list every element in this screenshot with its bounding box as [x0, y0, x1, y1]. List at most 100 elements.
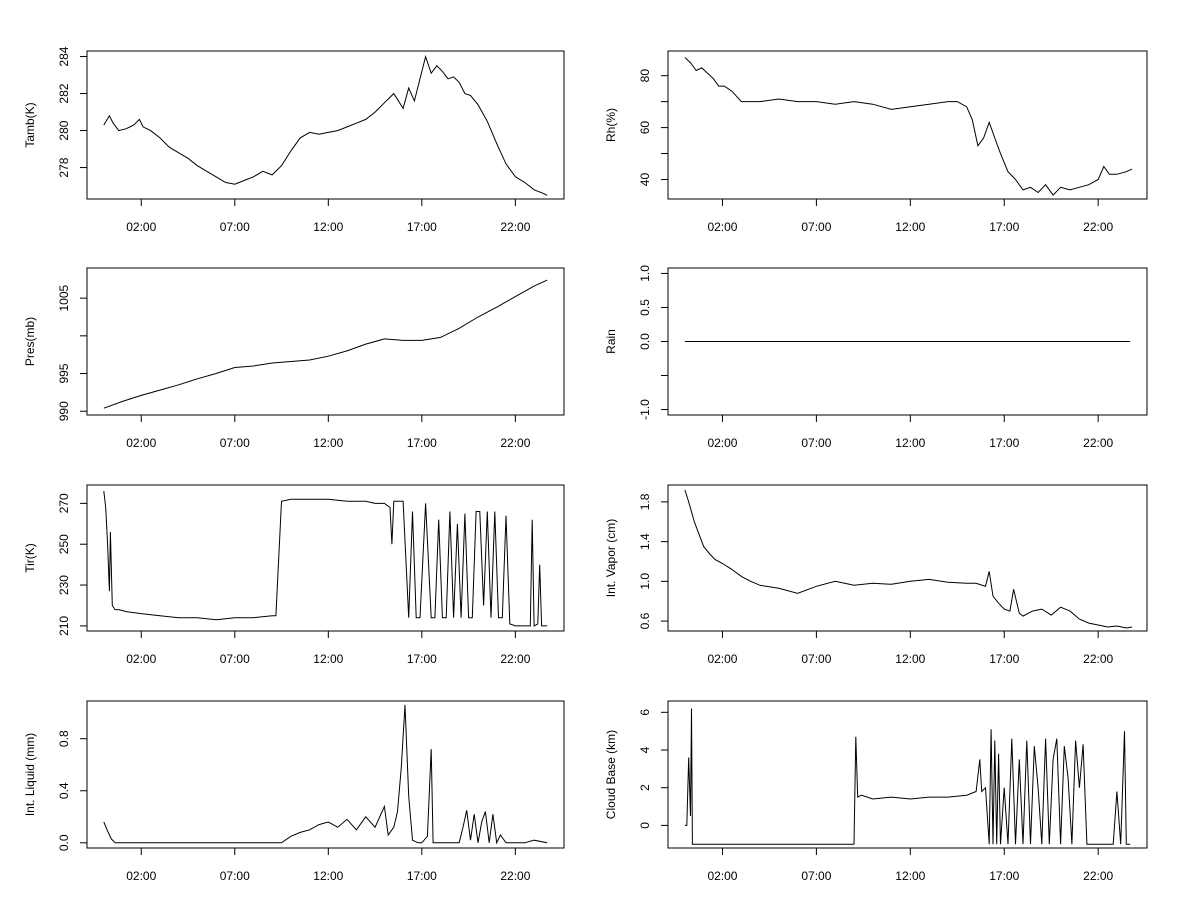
x-tick-label: 02:00	[126, 869, 156, 883]
series-line-vapor	[684, 489, 1133, 629]
x-tick-label: 07:00	[220, 220, 250, 234]
x-tick-label: 12:00	[895, 220, 925, 234]
x-tick-label: 12:00	[313, 869, 343, 883]
panel-tir: 02:00 07:00 12:00 17:00 22:00 210 230 250 270 Tir…	[23, 484, 565, 666]
x-tick-label: 22:00	[1083, 436, 1113, 450]
x-tick-label: 02:00	[126, 220, 156, 234]
y-tick-label: 40	[638, 173, 652, 187]
x-tick-label: 07:00	[801, 220, 831, 234]
panel-rh: 02:00 07:00 12:00 17:00 22:00 40 60 80 Rh(%)	[604, 50, 1148, 234]
y-tick-label: 0.5	[638, 299, 652, 316]
y-tick-label: 995	[57, 363, 71, 383]
x-tick-label: 02:00	[126, 652, 156, 666]
y-tick-label: 280	[57, 120, 71, 140]
x-tick-label: 17:00	[989, 436, 1019, 450]
y-tick-label: 0.4	[57, 782, 71, 799]
y-tick-label: 282	[57, 83, 71, 103]
plot-frame	[86, 700, 565, 849]
y-tick-label: 250	[57, 534, 71, 554]
x-tick-label: 22:00	[1083, 652, 1113, 666]
y-tick-label: 1.0	[638, 265, 652, 282]
y-axis-title: Cloud Base (km)	[604, 730, 618, 819]
y-tick-label: 210	[57, 616, 71, 636]
x-tick-label: 07:00	[801, 869, 831, 883]
y-axis-title: Pres(mb)	[23, 317, 37, 366]
x-tick-label: 12:00	[895, 436, 925, 450]
y-tick-label: 1.0	[638, 573, 652, 590]
x-tick-label: 17:00	[989, 652, 1019, 666]
y-tick-label: 0	[638, 822, 652, 829]
x-tick-label: 17:00	[407, 436, 437, 450]
x-tick-label: 12:00	[313, 652, 343, 666]
panel-vapor: 02:00 07:00 12:00 17:00 22:00 0.6 1.0 1.4 1.8 Int…	[604, 484, 1148, 666]
y-tick-label: 990	[57, 401, 71, 421]
y-tick-label: 0.0	[57, 834, 71, 851]
y-axis-title: Tir(K)	[23, 543, 37, 573]
y-tick-label: 284	[57, 46, 71, 66]
x-tick-label: 07:00	[801, 436, 831, 450]
panel-pres: 02:00 07:00 12:00 17:00 22:00 990 995 1005 Pres(…	[23, 267, 565, 450]
y-tick-label: 80	[638, 69, 652, 83]
y-axis-title: Rh(%)	[604, 108, 618, 142]
series-line-rh	[684, 57, 1133, 196]
plot-frame	[86, 50, 565, 200]
x-tick-label: 22:00	[500, 869, 530, 883]
x-tick-label: 07:00	[220, 869, 250, 883]
plot-frame	[86, 484, 565, 632]
x-tick-label: 02:00	[707, 436, 737, 450]
series-line-liquid	[103, 704, 548, 845]
x-tick-label: 02:00	[707, 220, 737, 234]
y-tick-label: 278	[57, 157, 71, 177]
x-tick-label: 17:00	[407, 869, 437, 883]
plot-frame	[667, 700, 1148, 849]
y-tick-label: 6	[638, 709, 652, 716]
panel-tamb: 02:00 07:00 12:00 17:00 22:00 278 280 282 284 Tam…	[23, 46, 565, 234]
x-tick-label: 17:00	[989, 220, 1019, 234]
panel-rain: 02:00 07:00 12:00 17:00 22:00 -1.0 0.0 0.5 1.0 Ra…	[604, 265, 1148, 450]
y-tick-label: 270	[57, 493, 71, 513]
x-tick-label: 12:00	[313, 220, 343, 234]
y-tick-label: 1.8	[638, 493, 652, 510]
x-tick-label: 02:00	[707, 869, 737, 883]
y-tick-label: 4	[638, 746, 652, 753]
y-axis-title: Rain	[604, 329, 618, 354]
panel-liquid: 02:00 07:00 12:00 17:00 22:00 0.0 0.4 0.8 Int. L…	[23, 700, 565, 883]
y-tick-label: 0.8	[57, 730, 71, 747]
x-tick-label: 17:00	[407, 652, 437, 666]
y-tick-label: 1.4	[638, 533, 652, 550]
x-tick-label: 12:00	[895, 652, 925, 666]
y-axis-title: Int. Liquid (mm)	[23, 733, 37, 816]
y-tick-label: 1005	[57, 284, 71, 311]
x-tick-label: 22:00	[1083, 869, 1113, 883]
series-line-tir	[103, 491, 548, 627]
x-tick-label: 02:00	[707, 652, 737, 666]
y-tick-label: -1.0	[638, 399, 652, 420]
y-tick-label: 2	[638, 784, 652, 791]
x-tick-label: 12:00	[895, 869, 925, 883]
x-tick-label: 07:00	[220, 436, 250, 450]
x-tick-label: 07:00	[801, 652, 831, 666]
x-tick-label: 12:00	[313, 436, 343, 450]
plot-frame	[667, 484, 1148, 632]
x-tick-label: 07:00	[220, 652, 250, 666]
series-line-cloudbase	[684, 708, 1131, 845]
y-tick-label: 60	[638, 121, 652, 135]
plot-frame	[667, 50, 1148, 200]
x-tick-label: 17:00	[407, 220, 437, 234]
y-tick-label: 230	[57, 575, 71, 595]
x-tick-label: 22:00	[500, 652, 530, 666]
y-tick-label: 0.0	[638, 333, 652, 350]
plot-frame	[86, 267, 565, 416]
panel-cloudbase: 02:00 07:00 12:00 17:00 22:00 0 2 4 6 Cloud Base …	[604, 700, 1148, 883]
y-axis-title: Int. Vapor (cm)	[604, 519, 618, 597]
x-tick-label: 22:00	[500, 220, 530, 234]
x-tick-label: 02:00	[126, 436, 156, 450]
x-tick-label: 22:00	[1083, 220, 1113, 234]
series-line-tamb	[103, 54, 548, 196]
series-line-pres	[103, 279, 548, 409]
y-axis-title: Tamb(K)	[23, 102, 37, 147]
y-tick-label: 0.6	[638, 612, 652, 629]
x-tick-label: 22:00	[500, 436, 530, 450]
x-tick-label: 17:00	[989, 869, 1019, 883]
